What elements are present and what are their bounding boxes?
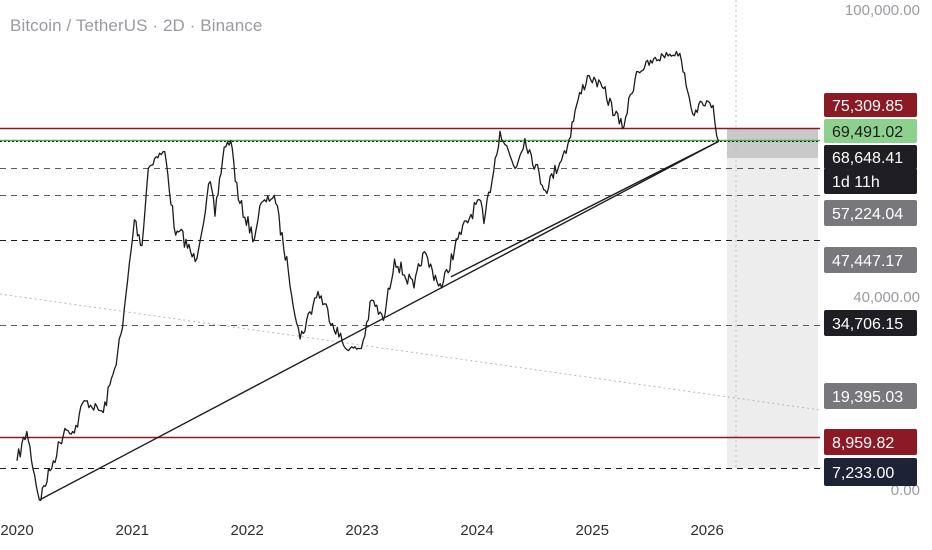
projection-zone <box>727 158 818 468</box>
price-tag <box>824 119 917 143</box>
price-tag-label: 75,309.85 <box>832 98 903 115</box>
x-tick-label: 2025 <box>576 522 609 539</box>
price-tag <box>824 93 917 117</box>
price-series-line <box>16 50 720 501</box>
x-tick-label: 2023 <box>345 522 378 539</box>
price-tag <box>824 145 917 169</box>
x-tick-label: 2021 <box>116 522 149 539</box>
price-tag <box>824 247 917 273</box>
trendline-0[interactable] <box>39 140 719 501</box>
price-tag-label: 69,491.02 <box>832 124 903 141</box>
price-tag-label: 57,224.04 <box>832 206 903 223</box>
faint-diagonal-line <box>0 293 821 411</box>
price-tag-label: 8,959.82 <box>832 435 894 452</box>
current-range-box <box>727 128 818 158</box>
price-tag-label: 1d 11h <box>832 174 880 191</box>
price-tag <box>824 458 917 486</box>
price-tag-label: 19,395.03 <box>832 389 903 406</box>
x-tick-label: 2026 <box>690 522 723 539</box>
price-tag-label: 7,233.00 <box>832 465 894 482</box>
price-tag-label: 34,706.15 <box>832 316 903 333</box>
price-tag <box>824 168 917 194</box>
price-tag-label: 47,447.17 <box>832 253 903 270</box>
trendline-1[interactable] <box>450 140 719 278</box>
chart-title: Bitcoin / TetherUS · 2D · Binance <box>10 16 263 35</box>
price-tag <box>824 383 917 409</box>
y-tick-label: 40,000.00 <box>853 289 920 306</box>
y-tick-label: 100,000.00 <box>845 2 920 19</box>
price-tag <box>824 200 917 226</box>
price-tag <box>824 310 917 336</box>
y-tick-label: 0.00 <box>891 482 920 499</box>
price-tag <box>824 429 917 455</box>
x-tick-label: 2022 <box>230 522 263 539</box>
price-tag-label: 68,648.41 <box>832 150 903 167</box>
x-tick-label: 2024 <box>460 522 493 539</box>
x-tick-label: 2020 <box>0 522 33 539</box>
